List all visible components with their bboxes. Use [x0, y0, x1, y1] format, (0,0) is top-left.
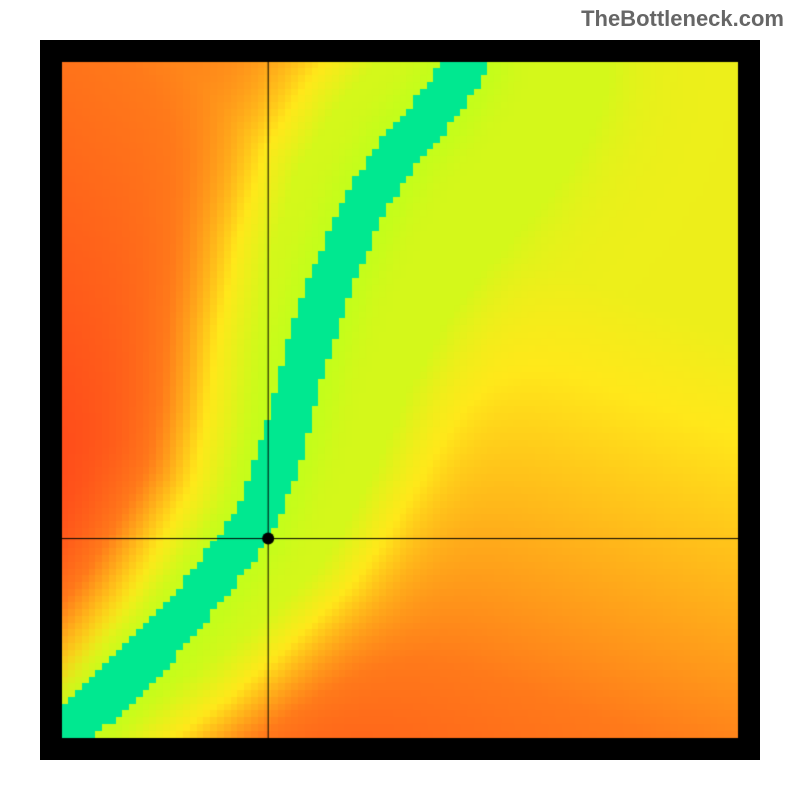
- plot-frame: [40, 40, 760, 760]
- watermark-text: TheBottleneck.com: [581, 6, 784, 32]
- bottleneck-heatmap: [40, 40, 760, 760]
- chart-container: TheBottleneck.com: [0, 0, 800, 800]
